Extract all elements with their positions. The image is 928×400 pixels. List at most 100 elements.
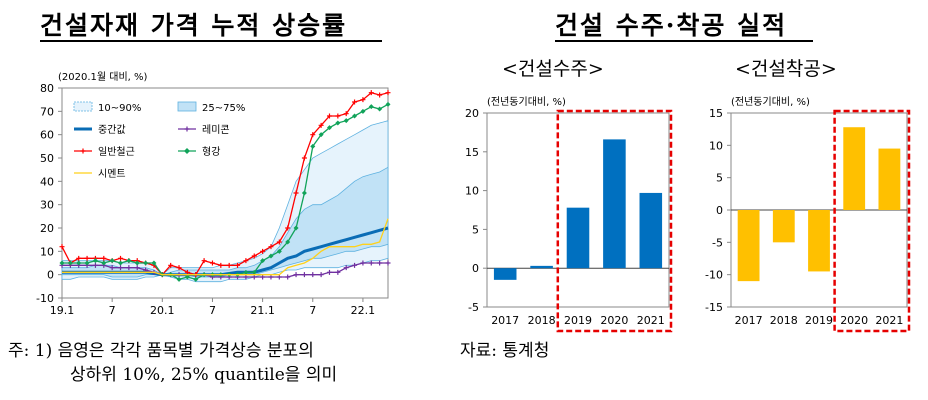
point-rebar <box>352 99 358 105</box>
point-rebar <box>251 253 257 259</box>
point-remicon <box>126 265 132 271</box>
starts-bar-2019 <box>808 210 830 272</box>
point-steel <box>184 274 190 280</box>
point-remicon <box>326 269 332 275</box>
point-rebar <box>335 113 341 119</box>
point-rebar <box>235 262 241 268</box>
point-steel <box>67 260 73 266</box>
starts-bar-2017 <box>737 210 760 282</box>
point-remicon <box>134 265 140 271</box>
orders-bar-2017 <box>493 268 517 280</box>
y-tick-label: 70 <box>40 105 54 118</box>
orders-subtitle: <건설수주> <box>502 58 604 80</box>
right-charts-title: 건설 수주·착공 실적 <box>555 11 788 40</box>
y-tick-label: -10 <box>36 292 54 305</box>
point-steel <box>109 258 115 264</box>
x-tick-label: 22.1 <box>351 304 376 317</box>
point-rebar <box>343 111 349 117</box>
point-remicon <box>377 260 383 266</box>
y-tick-label: 30 <box>40 199 54 212</box>
point-steel <box>335 120 341 126</box>
point-steel <box>118 260 124 266</box>
starts-highlight-box <box>833 109 911 333</box>
series-line-rebar <box>61 91 389 276</box>
legend-marker-rebar <box>80 148 86 154</box>
starts-y-tick-label: -5 <box>712 236 723 249</box>
starts-unit-label: (전년동기대비, %) <box>731 96 810 108</box>
point-rebar <box>218 262 224 268</box>
orders-bar-2020 <box>603 139 626 269</box>
x-tick-label: 7 <box>209 304 216 317</box>
point-steel <box>126 258 132 264</box>
series-line-remicon <box>62 262 388 278</box>
point-rebar <box>59 244 65 250</box>
orders-y-tick-label: -5 <box>468 301 479 314</box>
point-steel <box>352 113 358 119</box>
point-remicon <box>92 262 98 268</box>
orders-x-tick-label: 2017 <box>491 314 519 327</box>
orders-x-tick-label: 2021 <box>637 314 665 327</box>
orders-y-tick-label: 20 <box>465 107 479 120</box>
point-rebar <box>226 262 232 268</box>
point-remicon <box>310 272 316 278</box>
point-steel <box>243 269 249 275</box>
orders-x-tick-label: 2020 <box>600 314 628 327</box>
point-steel <box>92 258 98 264</box>
point-remicon <box>118 265 124 271</box>
point-rebar <box>176 265 182 271</box>
line-chart-unit-label: (2020.1월 대비, %) <box>58 71 148 83</box>
source-note: 자료: 통계청 <box>460 341 550 361</box>
legend-swatch-band_10_90 <box>73 101 93 112</box>
point-rebar <box>243 258 249 264</box>
point-rebar <box>118 255 124 261</box>
starts-y-tick-label: -10 <box>705 269 723 282</box>
point-rebar <box>101 255 107 261</box>
point-rebar <box>301 155 307 161</box>
point-steel <box>84 260 90 266</box>
x-tick-label: 19.1 <box>50 304 75 317</box>
point-steel <box>318 132 324 138</box>
point-steel <box>268 253 274 259</box>
starts-y-tick-label: 10 <box>709 139 723 152</box>
starts-bar-2020 <box>843 127 866 210</box>
starts-bar-2021 <box>878 148 901 210</box>
point-steel <box>101 260 107 266</box>
point-steel <box>343 118 349 124</box>
point-remicon <box>109 265 115 271</box>
starts-y-tick-label: 5 <box>716 172 723 185</box>
point-rebar <box>360 97 366 103</box>
orders-highlight-box <box>556 109 673 333</box>
point-steel <box>360 108 366 114</box>
point-rebar <box>293 190 299 196</box>
orders-y-tick-label: 0 <box>472 262 479 275</box>
y-tick-label: 60 <box>40 129 54 142</box>
left-title-underline <box>40 40 382 42</box>
orders-plot-frame <box>486 112 670 308</box>
point-remicon <box>335 269 341 275</box>
right-title-underline <box>555 40 813 42</box>
point-steel <box>193 276 199 282</box>
left-chart-title: 건설자재 가격 누적 상승률 <box>40 11 348 40</box>
orders-unit-label: (전년동기대비, %) <box>487 96 566 108</box>
orders-y-tick-label: 15 <box>465 146 479 159</box>
point-steel <box>310 143 316 149</box>
point-steel <box>251 269 257 275</box>
legend-label-cement: 시멘트 <box>98 168 126 180</box>
point-steel <box>368 104 374 110</box>
legend-label-median: 중간값 <box>98 124 126 136</box>
orders-bar-2018 <box>530 265 553 269</box>
orders-bar-2021 <box>639 192 663 269</box>
point-rebar <box>276 239 282 245</box>
legend-label-steel: 형강 <box>202 146 220 158</box>
point-rebar <box>84 255 90 261</box>
legend-marker-steel <box>184 148 190 154</box>
orders-y-tick-label: 10 <box>465 185 479 198</box>
starts-y-tick-label: 0 <box>716 204 723 217</box>
point-steel <box>143 260 149 266</box>
x-tick-label: 7 <box>309 304 316 317</box>
point-steel <box>59 260 65 266</box>
starts-x-tick-label: 2020 <box>840 314 868 327</box>
point-rebar <box>368 90 374 96</box>
point-remicon <box>385 260 391 266</box>
point-steel <box>377 106 383 112</box>
